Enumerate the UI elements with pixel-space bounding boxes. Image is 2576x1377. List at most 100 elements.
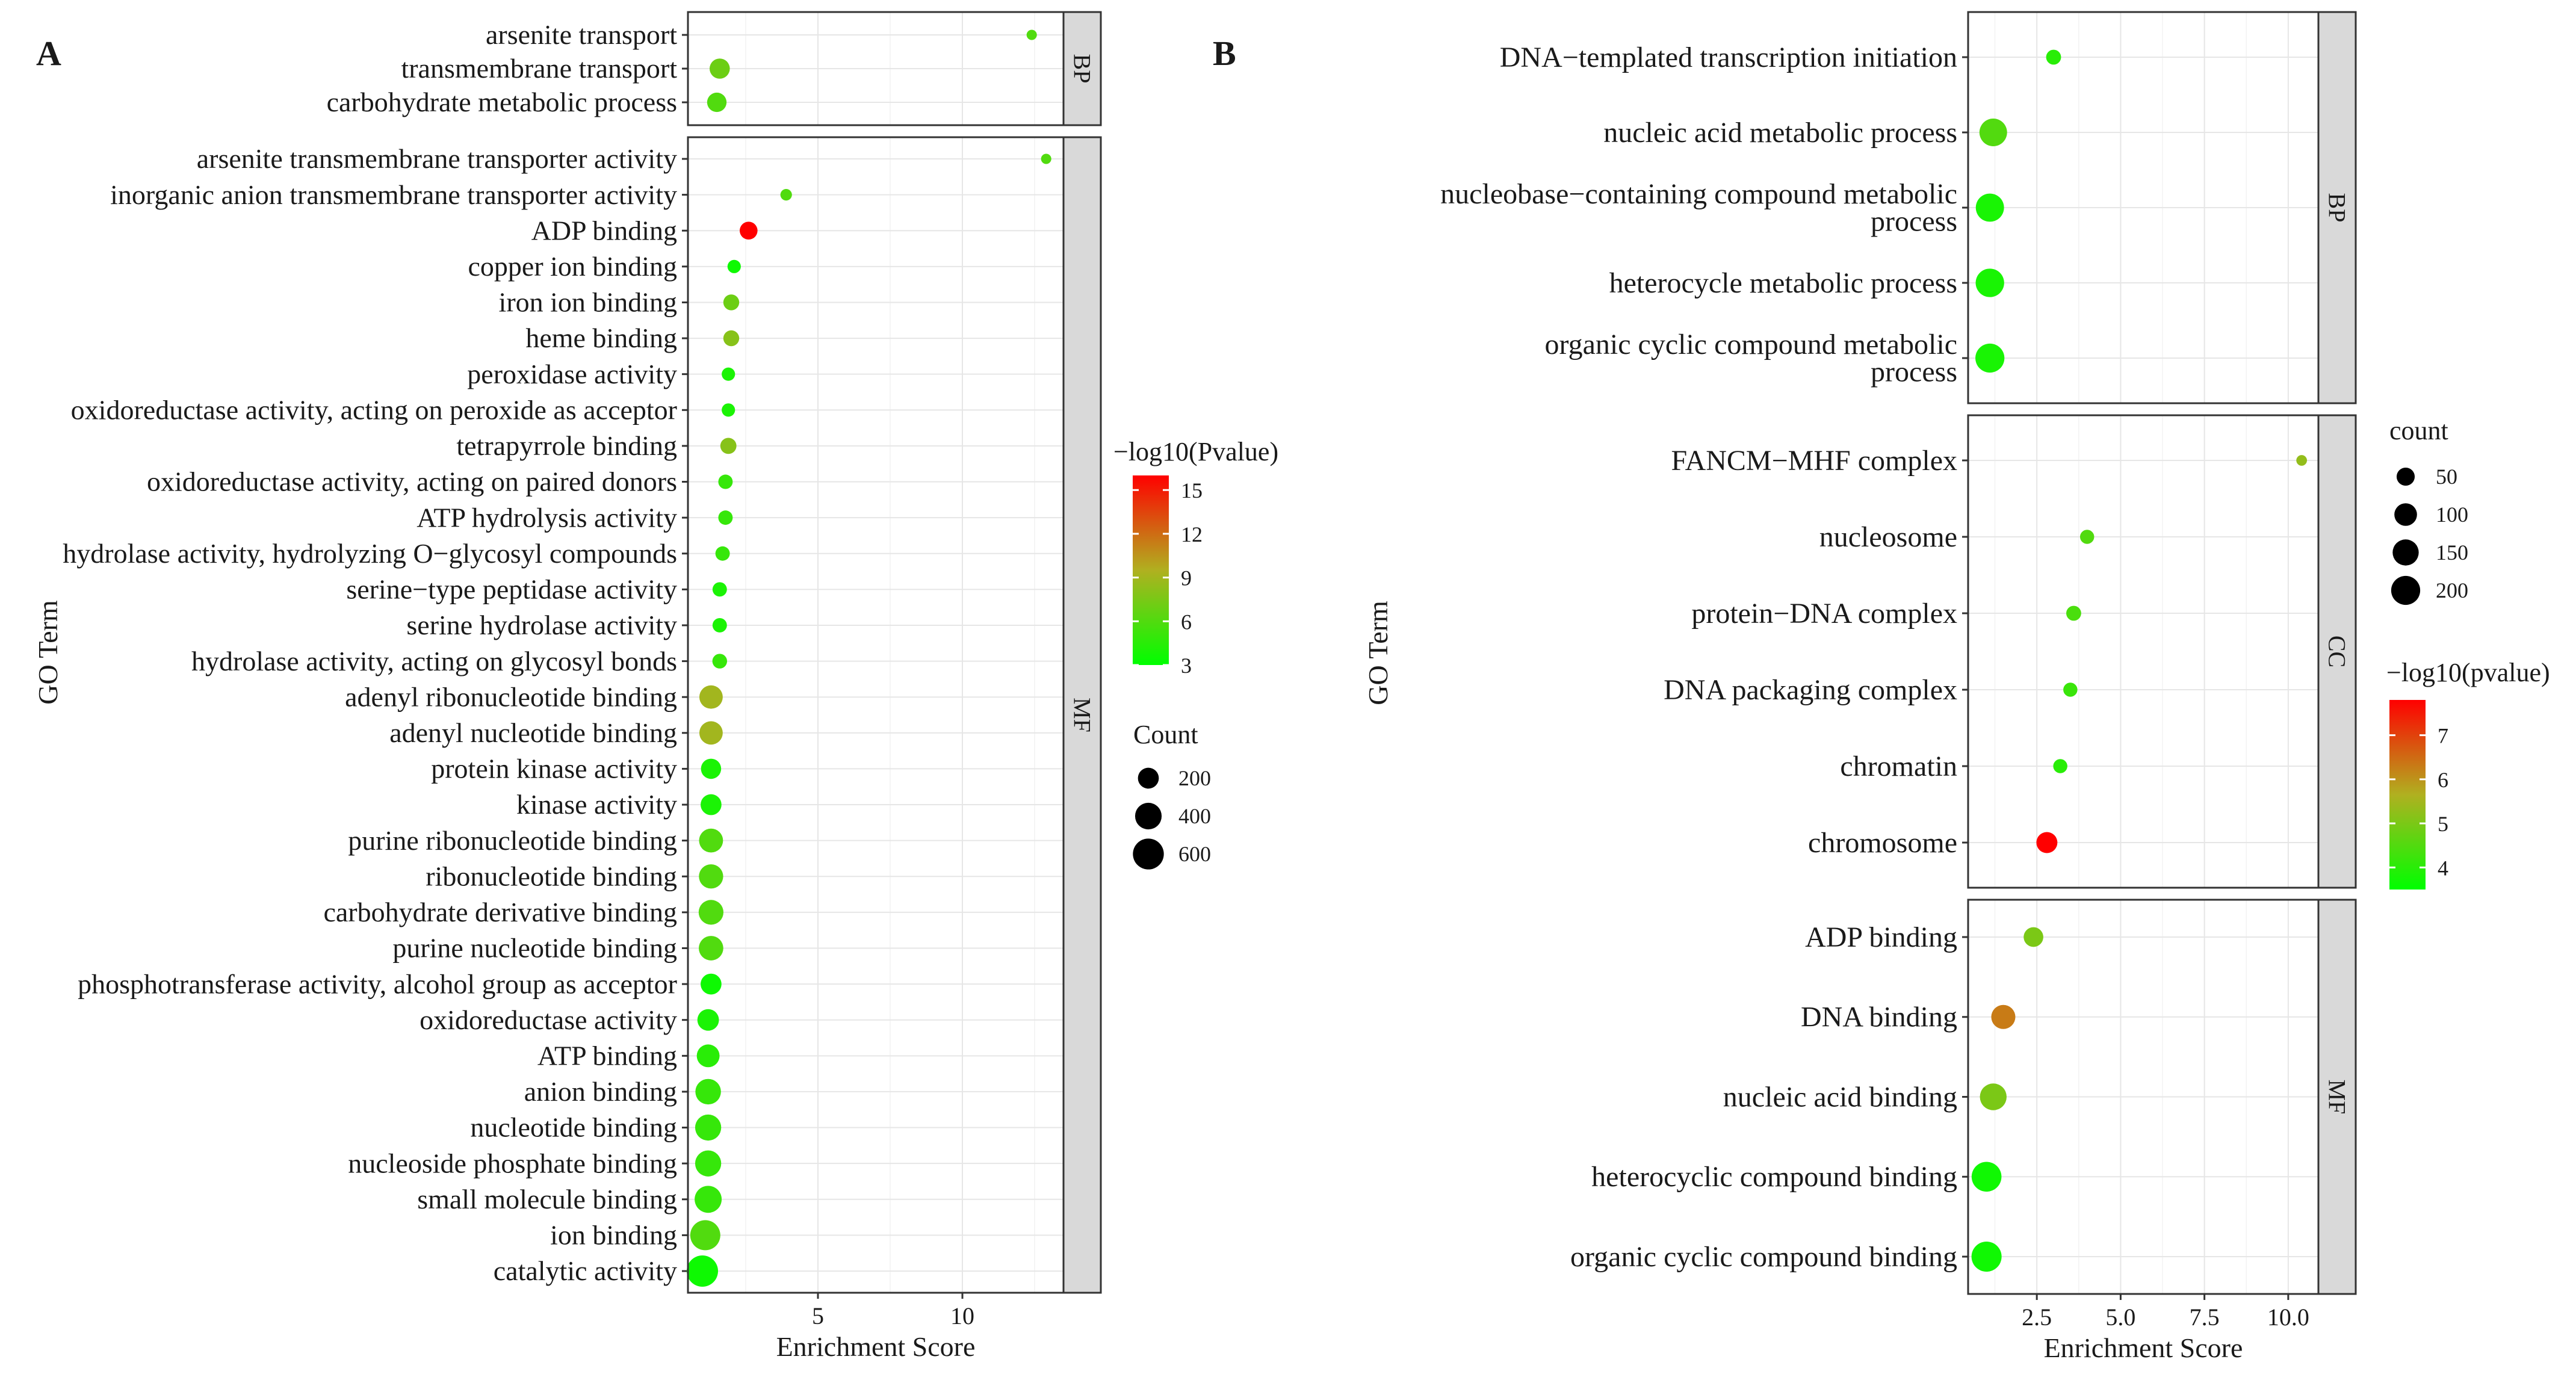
data-point: [707, 92, 727, 113]
y-tick-label-line: protein kinase activity: [431, 753, 677, 784]
size-legend-point: [2394, 503, 2417, 526]
y-tick-label: ADP binding: [1805, 921, 1957, 953]
y-tick-label-line: chromosome: [1808, 827, 1957, 859]
y-tick-label-line: nucleosome: [1819, 521, 1957, 553]
y-tick-label-line: DNA−templated transcription initiation: [1500, 42, 1957, 73]
y-tick-label-line: oxidoreductase activity, acting on perox…: [71, 394, 677, 425]
colorbar-tick-label: 15: [1181, 478, 1203, 503]
size-legend-point: [2392, 539, 2419, 566]
y-tick-label: serine hydrolase activity: [406, 610, 677, 640]
data-point: [2296, 455, 2308, 466]
y-tick-label-line: adenyl nucleotide binding: [389, 717, 677, 748]
x-tick-label: 2.5: [2022, 1304, 2052, 1331]
facet-mf: arsenite transmembrane transporter activ…: [63, 136, 1102, 1294]
y-tick-label-line: serine hydrolase activity: [406, 610, 677, 640]
y-tick-label-line: iron ion binding: [499, 287, 677, 318]
data-point: [1980, 1083, 2007, 1110]
data-point: [701, 758, 722, 779]
x-tick-label: 7.5: [2190, 1304, 2220, 1331]
facet-strip-label: CC: [2324, 636, 2351, 667]
y-tick-label: ion binding: [550, 1220, 677, 1251]
y-tick-label: nucleotide binding: [470, 1112, 677, 1143]
y-tick-label: organic cyclic compound binding: [1570, 1241, 1957, 1273]
x-tick-label: 5: [812, 1302, 824, 1329]
y-tick-label-line: hydrolase activity, acting on glycosyl b…: [191, 646, 677, 676]
y-tick-label-line: purine nucleotide binding: [392, 933, 677, 964]
size-legend-point: [2396, 467, 2415, 486]
panel-label: B: [1213, 34, 1236, 73]
facet-background: [688, 137, 1064, 1293]
size-legend-label: 200: [2436, 578, 2468, 602]
y-tick-label-line: inorganic anion transmembrane transporte…: [110, 179, 677, 210]
size-legend-title: Count: [1133, 720, 1198, 749]
y-tick-label: DNA binding: [1801, 1001, 1957, 1033]
y-tick-label-line: transmembrane transport: [401, 53, 677, 84]
colorbar-tick-label: 6: [1181, 610, 1192, 634]
y-tick-label-line: purine ribonucleotide binding: [348, 825, 677, 856]
y-tick-label: protein−DNA complex: [1691, 598, 1957, 630]
data-point: [2036, 832, 2058, 853]
y-tick-label: small molecule binding: [417, 1184, 677, 1215]
colorbar-tick-label: 12: [1181, 522, 1203, 546]
y-tick-label-line: protein−DNA complex: [1691, 598, 1957, 630]
y-tick-label-line: ion binding: [550, 1220, 677, 1251]
y-tick-label: phosphotransferase activity, alcohol gro…: [78, 968, 677, 999]
data-point: [712, 618, 727, 633]
data-point: [723, 330, 740, 347]
colorbar-tick-label: 4: [2438, 856, 2448, 880]
size-legend-label: 150: [2436, 540, 2468, 565]
y-tick-label: arsenite transport: [486, 19, 677, 50]
data-point: [1975, 268, 2004, 297]
y-tick-label: chromatin: [1840, 750, 1957, 782]
facet-strip: [2317, 899, 2357, 1295]
y-tick-label-line: carbohydrate derivative binding: [323, 897, 677, 927]
y-tick-label: oxidoreductase activity: [420, 1004, 677, 1035]
data-point: [740, 221, 758, 240]
size-legend-point: [1135, 802, 1162, 830]
y-tick-label-line: anion binding: [524, 1076, 677, 1107]
facet-background: [1968, 415, 2318, 888]
y-tick-label: purine ribonucleotide binding: [348, 825, 677, 856]
size-legend-title: count: [2389, 416, 2448, 445]
data-point: [2046, 49, 2061, 65]
data-point: [710, 58, 730, 79]
y-tick-label: carbohydrate metabolic process: [327, 87, 677, 117]
y-tick-label: ADP binding: [531, 215, 677, 246]
facet-strip-label: BP: [2324, 193, 2351, 223]
y-tick-label-line: organic cyclic compound binding: [1570, 1241, 1957, 1273]
data-point: [723, 294, 740, 311]
y-tick-label: oxidoreductase activity, acting on paire…: [147, 466, 677, 497]
y-tick-label-line: nucleobase−containing compound metabolic: [1440, 178, 1957, 210]
colorbar-tick-label: 7: [2438, 724, 2448, 748]
panel-label: A: [36, 34, 61, 73]
y-tick-label-line: arsenite transport: [486, 19, 677, 50]
data-point: [690, 1220, 720, 1251]
y-tick-label-line: nucleic acid binding: [1723, 1081, 1957, 1113]
facet-bp: DNA−templated transcription initiation nu…: [1440, 11, 2357, 404]
data-point: [2079, 530, 2095, 544]
data-point: [2023, 927, 2043, 947]
y-tick-label-line: arsenite transmembrane transporter activ…: [197, 143, 677, 174]
y-tick-label: nucleobase−containing compound metabolic…: [1440, 178, 1957, 238]
data-point: [695, 1114, 722, 1141]
data-point: [715, 546, 730, 561]
data-point: [718, 510, 733, 525]
y-tick-label-line: ATP binding: [537, 1041, 677, 1071]
size-legend-label: 200: [1178, 766, 1211, 790]
size-legend-label: 100: [2436, 503, 2468, 527]
size-legend-point: [1133, 838, 1164, 870]
data-point: [1971, 1242, 2002, 1272]
colorbar-tick-label: 6: [2438, 768, 2448, 792]
x-tick-label: 10: [950, 1302, 974, 1329]
data-point: [1975, 343, 2005, 373]
y-tick-label-line: adenyl ribonucleotide binding: [345, 681, 677, 712]
y-tick-label: transmembrane transport: [401, 53, 677, 84]
facet-strip: [1062, 136, 1102, 1294]
data-point: [718, 474, 733, 489]
y-tick-label: serine−type peptidase activity: [346, 574, 677, 605]
y-tick-label-line: copper ion binding: [468, 251, 678, 282]
data-point: [1041, 153, 1051, 164]
x-axis-title: Enrichment Score: [776, 1331, 976, 1362]
data-point: [701, 794, 722, 815]
